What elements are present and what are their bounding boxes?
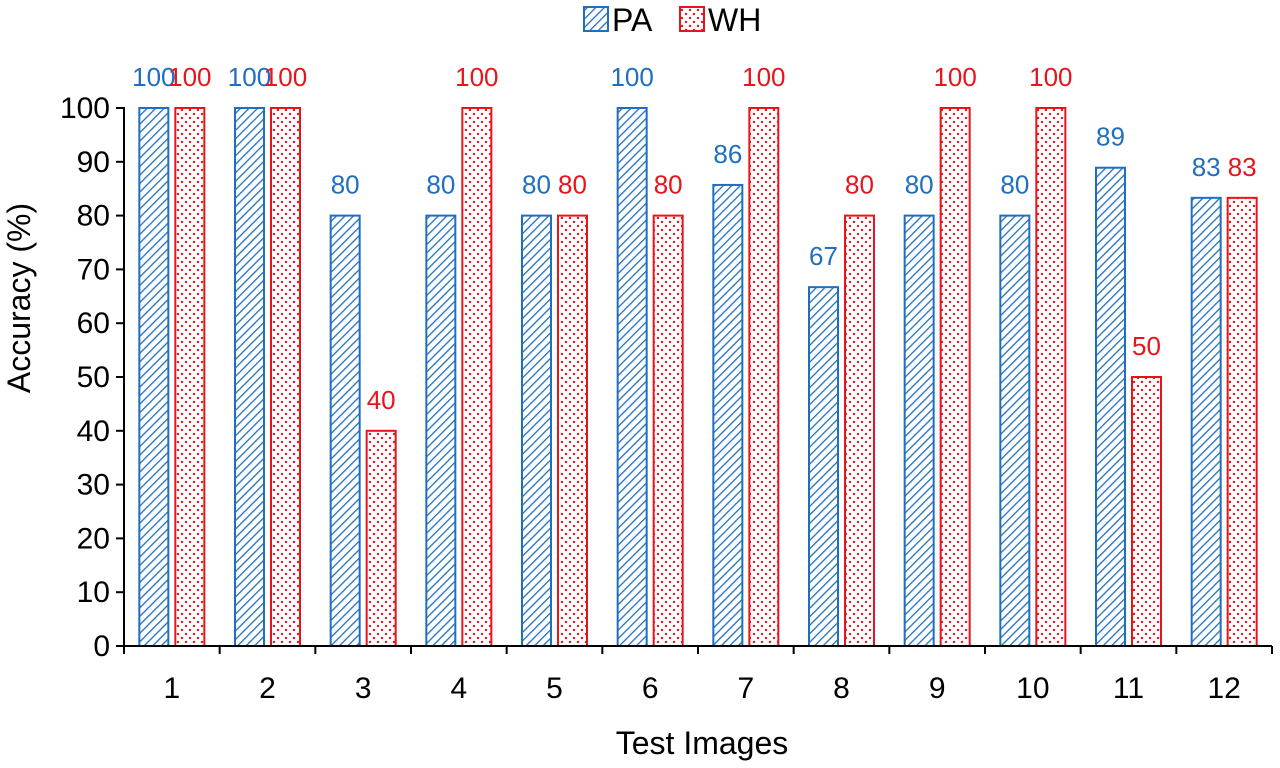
y-tick-label: 10 [77,576,110,609]
bar-wh-1 [174,107,206,647]
x-tick-label: 5 [546,672,563,705]
data-label-wh-1: 100 [168,62,211,92]
legend-item-wh: WH [679,2,761,38]
data-label-pa-8: 67 [809,241,838,271]
bar-pa-4 [425,214,457,647]
data-label-wh-4: 100 [455,62,498,92]
bar-wh-10 [1035,107,1067,647]
y-tick-label: 30 [77,469,110,502]
bar-pa-5 [521,214,552,647]
bar-wh-6 [652,214,684,647]
y-tick-label: 20 [77,522,110,555]
x-tick-label: 3 [355,672,372,705]
data-label-pa-5: 80 [522,170,551,200]
y-tick-label: 100 [60,92,110,125]
bar-wh-7 [748,107,780,647]
y-tick-label: 80 [77,200,110,233]
x-tick-label: 12 [1207,672,1240,705]
bar-pa-9 [903,214,935,647]
data-label-wh-8: 80 [845,170,874,200]
bar-wh-11 [1131,376,1162,647]
x-tick-label: 11 [1113,672,1144,705]
data-label-pa-11: 89 [1096,122,1125,152]
data-label-pa-1: 100 [132,62,175,92]
bar-pa-10 [999,214,1031,647]
bar-wh-2 [270,107,301,647]
data-label-wh-3: 40 [367,385,396,415]
axes [123,107,1272,647]
legend-swatch-pa [583,6,609,32]
x-tick-label: 8 [833,672,850,705]
x-tick-label: 6 [642,672,659,705]
legend: PA WH [583,2,761,38]
bar-pa-8 [808,286,839,647]
data-label-wh-12: 83 [1228,152,1257,182]
data-label-wh-7: 100 [742,62,785,92]
bar-wh-5 [557,214,588,647]
x-tick-label: 2 [259,672,276,705]
bar-wh-12 [1226,196,1258,647]
bar-pa-3 [329,214,361,647]
data-label-pa-10: 80 [1000,170,1029,200]
data-label-pa-12: 83 [1192,152,1221,182]
data-label-pa-3: 80 [331,170,360,200]
bar-pa-1 [138,107,170,647]
data-label-pa-4: 80 [426,170,455,200]
bar-pa-6 [616,107,648,647]
y-tick-label: 90 [77,146,110,179]
x-axis-title: Test Images [616,725,789,761]
legend-label-wh: WH [708,2,761,38]
data-label-pa-2: 100 [228,62,271,92]
y-tick-label: 40 [77,415,110,448]
data-label-wh-11: 50 [1132,331,1161,361]
y-tick-label: 60 [77,307,110,340]
legend-swatch-wh [679,6,705,32]
data-label-wh-9: 100 [933,62,976,92]
data-label-pa-9: 80 [905,170,934,200]
bar-wh-9 [939,107,971,647]
data-label-wh-6: 80 [654,170,683,200]
legend-label-pa: PA [612,2,653,38]
x-tick-label: 9 [929,672,946,705]
data-label-pa-6: 100 [610,62,653,92]
x-axis-ticks: 1 2 3 4 5 6 7 8 9 10 11 12 [123,646,1273,705]
bars [138,107,1258,648]
x-tick-label: 10 [1016,672,1049,705]
x-tick-label: 1 [163,672,180,705]
data-label-wh-5: 80 [558,170,587,200]
y-tick-label: 70 [77,253,110,286]
y-axis-title: Accuracy (%) [1,203,37,393]
legend-item-pa: PA [583,2,653,38]
y-axis-ticks: 0 10 20 30 40 50 60 70 80 90 100 [60,92,124,663]
bar-pa-2 [234,107,265,647]
bar-pa-11 [1095,166,1126,648]
data-label-pa-7: 86 [713,139,742,169]
data-label-wh-10: 100 [1029,62,1072,92]
x-tick-label: 4 [450,672,467,705]
y-tick-label: 50 [77,361,110,394]
bar-pa-12 [1190,196,1222,647]
bar-wh-8 [844,214,875,647]
bar-pa-7 [712,183,744,648]
data-label-wh-2: 100 [264,62,307,92]
bar-wh-4 [461,107,493,647]
x-tick-label: 7 [737,672,754,705]
y-tick-label: 0 [93,630,110,663]
bar-wh-3 [365,429,397,647]
